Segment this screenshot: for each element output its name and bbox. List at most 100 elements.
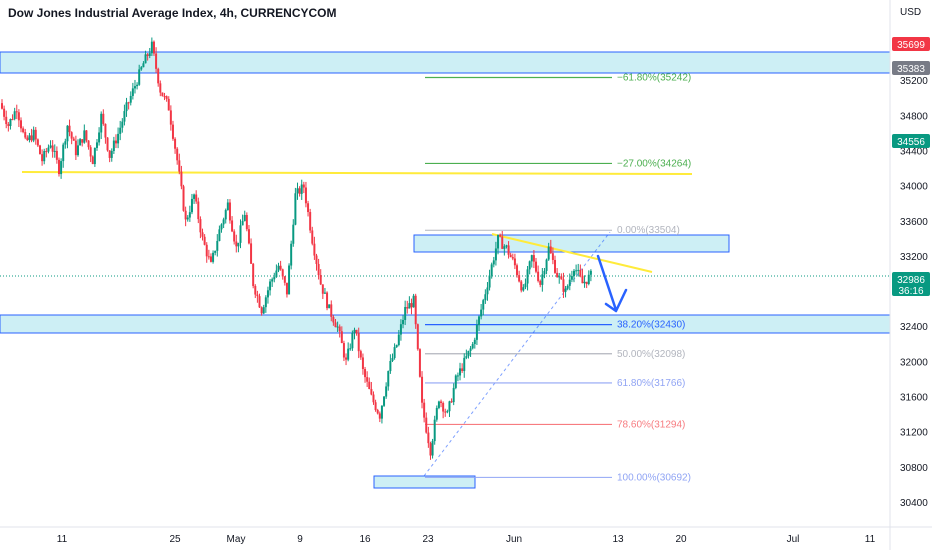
candle-body	[442, 403, 445, 412]
candle-body	[385, 386, 388, 397]
candle-body	[28, 135, 31, 140]
price-tick-30800: 30800	[900, 463, 928, 474]
price-badge-0	[892, 37, 930, 51]
candle-body	[467, 350, 470, 357]
candle-body	[570, 276, 573, 280]
candle-body	[507, 245, 510, 255]
candle-body	[186, 217, 189, 220]
candle-body	[294, 193, 297, 225]
time-tick-6: Jun	[506, 534, 522, 545]
candle-body	[201, 232, 204, 237]
candle-body	[368, 381, 371, 389]
resistance-zone-recent[interactable]	[413, 234, 730, 253]
candle-body	[456, 375, 459, 377]
candle-body	[269, 281, 272, 291]
candle-body	[452, 387, 455, 403]
time-tick-2: May	[227, 534, 246, 545]
candle-body	[397, 334, 400, 345]
candle-body	[463, 357, 466, 372]
candle-body	[100, 113, 103, 133]
candle-body	[218, 229, 221, 241]
candle-body	[370, 388, 373, 395]
candle-body	[152, 41, 155, 54]
yellow-trend-line[interactable]	[491, 233, 653, 273]
candle-body	[494, 248, 497, 261]
candle-body	[547, 246, 550, 260]
candle-body	[279, 265, 282, 270]
candle-body	[404, 306, 407, 320]
candle-body	[142, 63, 145, 68]
candle-body	[473, 339, 476, 345]
candle-body	[285, 282, 288, 295]
candle-body	[127, 102, 130, 104]
candle-body	[15, 111, 18, 113]
candle-body	[509, 254, 512, 258]
candle-body	[266, 290, 269, 298]
candle-body	[22, 128, 25, 133]
candle-body	[81, 139, 84, 143]
time-tick-5: 23	[422, 534, 434, 545]
candle-body	[537, 271, 540, 281]
candle-body	[541, 274, 544, 285]
price-tick-34400: 34400	[900, 146, 928, 157]
candle-body	[110, 151, 113, 158]
candle-body	[516, 265, 519, 276]
candle-body	[74, 140, 77, 156]
candle-body	[174, 138, 177, 149]
candle-body	[5, 116, 8, 125]
candle-body	[163, 96, 166, 98]
resistance-zone-top[interactable]	[0, 51, 891, 74]
candle-body	[89, 147, 92, 157]
candle-body	[290, 243, 293, 266]
candle-body	[129, 95, 132, 103]
candle-body	[47, 147, 50, 152]
candle-body	[214, 250, 217, 253]
candle-body	[87, 140, 90, 148]
candle-body	[345, 357, 348, 360]
candle-body	[117, 133, 120, 144]
candle-body	[205, 244, 208, 257]
candle-body	[53, 150, 56, 152]
time-axis[interactable]: 11 25 May 9 16 23 Jun 13 20 Jul 11	[57, 534, 876, 545]
candle-body	[366, 377, 369, 382]
candle-body	[231, 220, 234, 232]
candle-body	[38, 145, 41, 155]
candle-body	[258, 296, 261, 308]
candle-body	[83, 130, 86, 143]
candle-body	[277, 265, 280, 271]
candle-body	[501, 236, 504, 249]
fib-label-5: 61.80%(31766)	[617, 378, 685, 389]
candle-body	[469, 348, 472, 351]
candle-body	[581, 275, 584, 284]
candle-body	[579, 269, 582, 276]
candle-body	[338, 326, 341, 332]
candle-body	[497, 234, 500, 249]
candle-body	[114, 140, 117, 144]
candle-body	[3, 108, 6, 117]
price-badge-3	[892, 272, 930, 296]
candle-body	[383, 396, 386, 406]
price-tick-32000: 32000	[900, 357, 928, 368]
fib-label-0: −61.80%(35242)	[617, 72, 691, 83]
currency-label: USD	[900, 7, 921, 18]
chart-title: Dow Jones Industrial Average Index, 4h, …	[8, 6, 337, 20]
candle-body	[235, 241, 238, 247]
candle-body	[304, 187, 307, 204]
candle-body	[478, 316, 481, 326]
candles[interactable]	[1, 37, 592, 460]
candle-body	[180, 171, 183, 187]
candle-body	[212, 252, 215, 262]
fibonacci-levels[interactable]: −61.80%(35242) −27.00%(34264) 0.00%(33504)…	[425, 72, 691, 483]
yellow-horizontal-line[interactable]	[21, 171, 693, 175]
candle-body	[454, 375, 457, 388]
candle-body	[429, 443, 432, 456]
fib-label-3: 38.20%(32430)	[617, 320, 685, 331]
candle-body	[530, 255, 533, 262]
candle-body	[482, 300, 485, 310]
candle-body	[556, 272, 559, 278]
candle-body	[43, 151, 46, 162]
candle-body	[176, 148, 179, 161]
down-arrow-annotation[interactable]	[596, 254, 628, 313]
